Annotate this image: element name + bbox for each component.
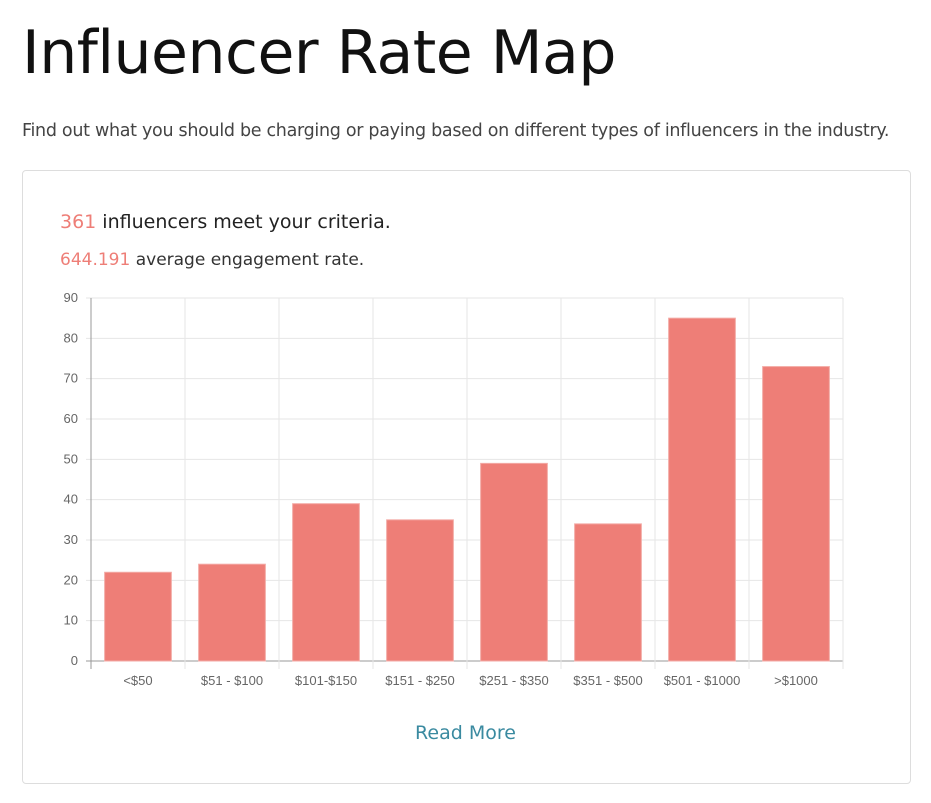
y-tick-label: 50	[64, 451, 78, 466]
count-text: influencers meet your criteria.	[96, 211, 391, 233]
page-title: Influencer Rate Map	[22, 18, 616, 88]
x-tick-label: $51 - $100	[201, 673, 263, 688]
chart-card	[22, 170, 911, 784]
y-tick-label: 90	[64, 290, 78, 305]
bar-6	[668, 317, 736, 662]
x-tick-label: $101-$150	[295, 673, 357, 688]
y-tick-label: 80	[64, 330, 78, 345]
bar-3	[386, 519, 454, 662]
x-tick-label: $251 - $350	[479, 673, 548, 688]
y-tick-label: 70	[64, 371, 78, 386]
bar-0	[104, 571, 172, 662]
engagement-rate: 644.191 average engagement rate.	[60, 250, 364, 270]
read-more-link[interactable]: Read More	[415, 722, 516, 744]
y-tick-label: 30	[64, 532, 78, 547]
bar-1	[198, 563, 266, 662]
criteria-count: 361 influencers meet your criteria.	[60, 211, 391, 233]
engagement-text: average engagement rate.	[130, 250, 365, 270]
page-subtitle: Find out what you should be charging or …	[22, 121, 890, 141]
bar-4	[480, 462, 548, 662]
y-tick-label: 40	[64, 492, 78, 507]
bar-2	[292, 503, 360, 662]
x-tick-label: <$50	[123, 673, 152, 688]
y-tick-label: 0	[71, 653, 78, 668]
bar-7	[762, 366, 830, 662]
x-tick-label: $151 - $250	[385, 673, 454, 688]
count-value: 361	[60, 211, 97, 233]
x-tick-label: $351 - $500	[573, 673, 642, 688]
y-tick-label: 10	[64, 613, 78, 628]
x-tick-label: $501 - $1000	[664, 673, 741, 688]
y-tick-label: 20	[64, 572, 78, 587]
engagement-value: 644.191	[60, 250, 131, 270]
bar-5	[574, 523, 642, 662]
x-tick-label: >$1000	[774, 673, 818, 688]
y-tick-label: 60	[64, 411, 78, 426]
bar-chart: 0 10 20 30 40 50 60 70 80 90 <$50 $51 - $100 $101-$1…	[64, 290, 844, 688]
